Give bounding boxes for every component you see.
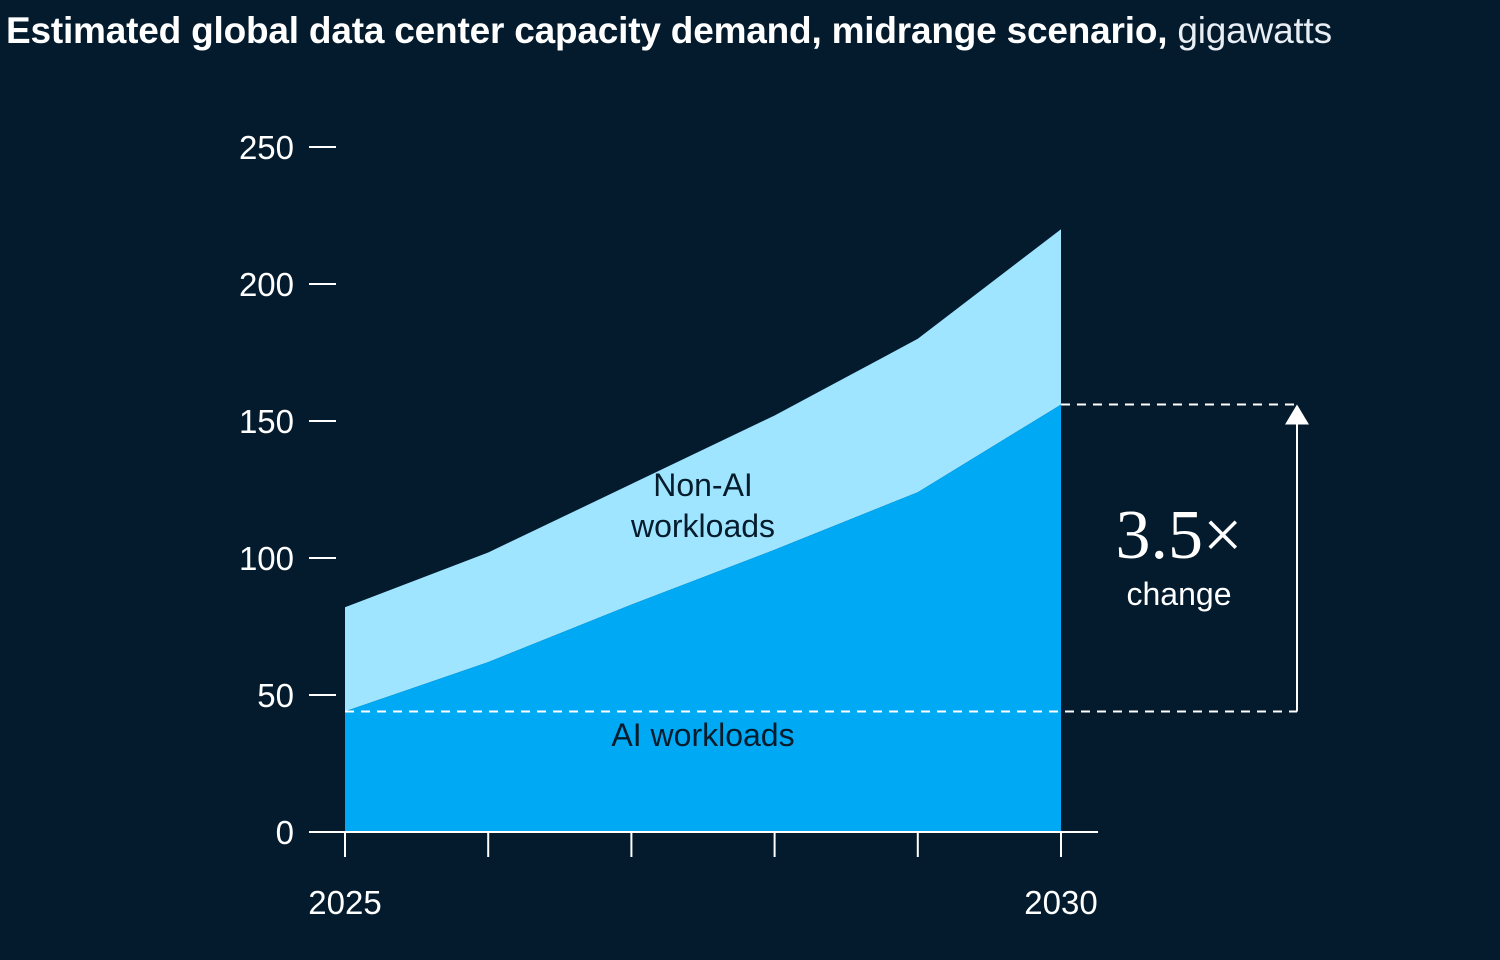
change-label: change — [1127, 576, 1232, 612]
chart-title-main: Estimated global data center capacity de… — [6, 10, 1168, 51]
y-tick-label: 0 — [276, 814, 294, 851]
ai-workloads-label: AI workloads — [611, 717, 794, 753]
x-tick-label: 2025 — [308, 884, 381, 921]
chart-axes: 0 50 100 150 200 250 2025 2030 — [239, 129, 1098, 921]
x-tick-label: 2030 — [1024, 884, 1097, 921]
non-ai-workloads-area — [345, 229, 1061, 712]
y-tick-label: 250 — [239, 129, 294, 166]
chart-areas — [345, 229, 1061, 832]
arrow-up-icon — [1285, 404, 1309, 425]
series-labels: AI workloads Non-AI workloads — [611, 467, 794, 753]
change-multiplier: 3.5× — [1116, 497, 1243, 574]
y-tick-label: 150 — [239, 403, 294, 440]
ai-workloads-area — [345, 404, 1061, 832]
y-tick-label: 200 — [239, 266, 294, 303]
chart-title-unit: gigawatts — [1177, 10, 1332, 51]
y-tick-label: 100 — [239, 540, 294, 577]
chart-title: Estimated global data center capacity de… — [6, 8, 1332, 54]
y-tick-label: 50 — [257, 677, 294, 714]
change-annotation: 3.5×change — [345, 403, 1309, 713]
non-ai-workloads-label: Non-AI workloads — [630, 467, 775, 544]
